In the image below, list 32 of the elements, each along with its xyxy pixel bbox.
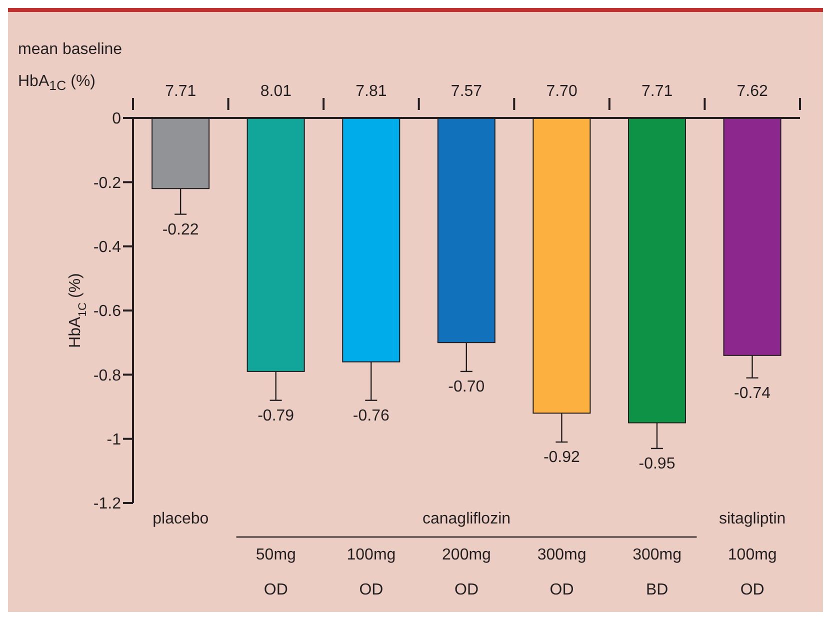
text: canagliflozin xyxy=(422,510,511,528)
x-tick-label: 50mg OD xyxy=(256,546,296,598)
text: HbA$_{1C}$ (%) xyxy=(18,72,96,96)
text: 7.70 xyxy=(546,83,578,100)
y-tick-label: -1.2 xyxy=(93,496,122,513)
data-label: -0.79 xyxy=(258,407,294,424)
y-tick-label: -0.8 xyxy=(93,367,122,384)
y-tick-label: -0.6 xyxy=(93,303,122,320)
data-label: -0.22 xyxy=(162,221,199,238)
x-tick-label: placebo xyxy=(152,510,209,528)
y-tick-label: -0.2 xyxy=(93,174,122,192)
y-tick-label: 0 xyxy=(112,110,122,128)
data-label: -0.70 xyxy=(448,378,485,396)
text: 7.57 xyxy=(450,83,482,100)
text: 7.62 xyxy=(736,83,768,100)
x-tick-label: 300mg BD xyxy=(632,546,682,598)
text: mean baseline xyxy=(18,40,122,60)
data-label: -0.92 xyxy=(543,449,580,466)
data-label: -0.74 xyxy=(734,384,771,402)
data-label: -0.76 xyxy=(352,407,390,424)
text: 7.71 xyxy=(642,83,673,100)
y-tick-label: -0.4 xyxy=(93,239,122,256)
data-label: -0.95 xyxy=(638,455,676,472)
text: 7.81 xyxy=(356,83,387,100)
text: 8.01 xyxy=(260,83,292,100)
x-tick-label: 200mg OD xyxy=(442,546,491,598)
text: sitagliptin xyxy=(719,510,786,528)
x-tick-label: 300mg OD xyxy=(537,546,586,598)
y-tick-label: -1 xyxy=(106,432,122,449)
x-tick-label: 100mg OD xyxy=(346,546,396,598)
x-tick-label: 100mg OD xyxy=(728,546,777,598)
text: 7.71 xyxy=(165,83,196,100)
